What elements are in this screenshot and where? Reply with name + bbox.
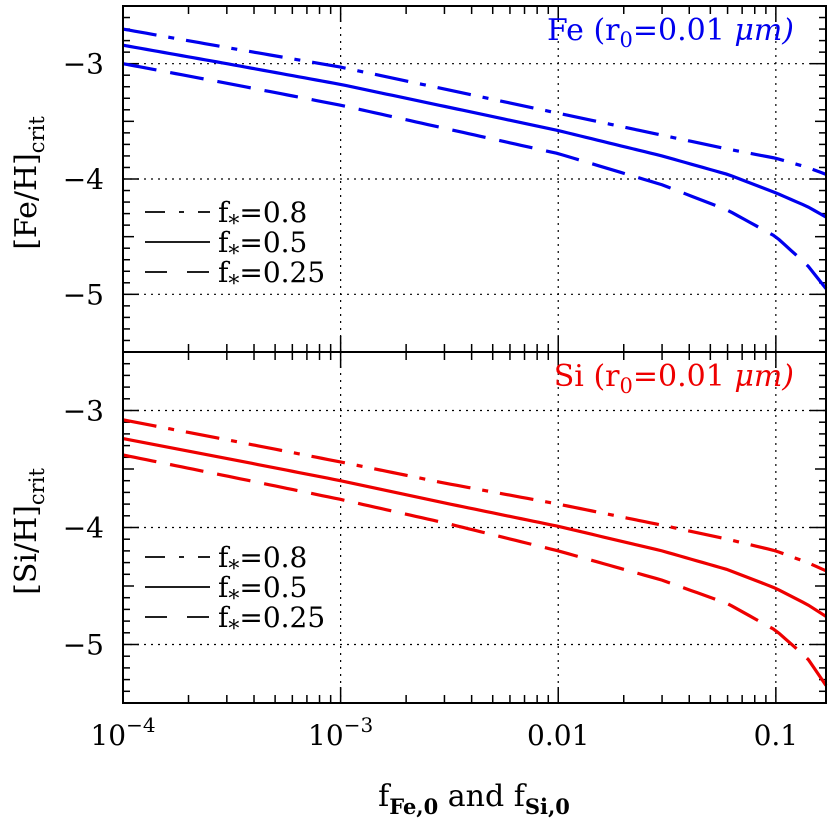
bottom-frame (122, 351, 827, 704)
bottom-ylabel-main: [Si/H] (9, 505, 44, 595)
bottom-legend-sub-1: * (228, 587, 239, 612)
bottom-title-open: (r (593, 359, 620, 394)
top-title: Fe (r0=0.01 μm) (547, 13, 794, 52)
bottom-xtick-label-base-3: 0.1 (754, 719, 799, 752)
bottom-xtick-label-3: 0.1 (754, 719, 799, 752)
top-series-solid (122, 43, 827, 219)
top-legend-label-2: f*=0.25 (218, 256, 325, 297)
bottom-series-solid (122, 437, 827, 618)
xlabel-f1: f (378, 779, 391, 814)
xlabel-sub2: Si,0 (525, 794, 570, 819)
top-ylabel-sub: crit (25, 116, 49, 154)
bottom-legend-rest-2: =0.25 (239, 601, 325, 634)
bottom-legend-f-0: f (218, 541, 231, 574)
top-legend-f-0: f (218, 196, 231, 229)
top-legend-sub-1: * (228, 242, 239, 267)
top-title-open: (r (593, 13, 620, 48)
bottom-title-element: Si (554, 359, 594, 394)
bottom-legend-label-1: f*=0.5 (218, 571, 307, 612)
top-legend-rest-0: =0.8 (239, 196, 307, 229)
top-ylabel: [Fe/H]crit (9, 116, 49, 250)
bottom-xtick-label-0: 10−4 (90, 713, 155, 752)
bottom-legend-sub-0: * (228, 557, 239, 582)
x-axis-label: fFe,0 and fSi,0 (378, 779, 570, 819)
top-legend-rest-1: =0.5 (239, 226, 307, 259)
bottom-title-rest: =0.01 (633, 359, 734, 394)
bottom-legend-sub-2: * (228, 617, 239, 642)
xlabel-f2: f (514, 779, 527, 814)
bottom-legend-label-0: f*=0.8 (218, 541, 307, 582)
bottom-xtick-label-base-0: 10 (90, 719, 126, 752)
top-ytick-label-1: −4 (63, 163, 104, 196)
top-legend-sub-2: * (228, 272, 239, 297)
bottom-xtick-label-base-2: 0.01 (527, 719, 589, 752)
bottom-title: Si (r0=0.01 μm) (554, 359, 794, 398)
bottom-legend-label-2: f*=0.25 (218, 601, 325, 642)
top-ytick-label-2: −5 (63, 278, 104, 311)
bottom-xtick-label-1: 10−3 (308, 713, 373, 752)
bottom-series-dashed (122, 453, 828, 687)
bottom-xtick-label-exp-1: −3 (344, 713, 373, 737)
top-title-rest: =0.01 (633, 13, 734, 48)
top-legend-label-0: f*=0.8 (218, 196, 307, 237)
top-legend-f-2: f (218, 256, 231, 289)
top-title-element: Fe (547, 13, 593, 48)
bottom-legend-f-2: f (218, 601, 231, 634)
top-legend-f-1: f (218, 226, 231, 259)
top-series-dashdot (122, 27, 827, 176)
top-legend-rest-2: =0.25 (239, 256, 325, 289)
top-ylabel-main: [Fe/H] (9, 153, 44, 250)
bottom-title-sub: 0 (619, 374, 632, 398)
bottom-legend-rest-0: =0.8 (239, 541, 307, 574)
top-series-dashed (122, 62, 828, 290)
bottom-ytick-label-2: −5 (63, 629, 104, 662)
top-ytick-label-0: −3 (63, 48, 104, 81)
bottom-series-dashdot (122, 418, 827, 573)
bottom-legend-f-1: f (218, 571, 231, 604)
top-legend-sub-0: * (228, 212, 239, 237)
bottom-xtick-label-2: 0.01 (527, 719, 589, 752)
top-title-sub: 0 (619, 28, 632, 52)
bottom-title-unit: μm) (734, 359, 794, 394)
top-title-unit: μm) (734, 13, 794, 48)
xlabel-and: and (438, 779, 513, 814)
bottom-ylabel-sub: crit (25, 468, 49, 506)
xlabel-sub1: Fe,0 (389, 794, 438, 819)
bottom-ytick-label-0: −3 (63, 395, 104, 428)
top-panel: −3−4−5Fe (r0=0.01 μm)[Fe/H]critf*=0.8f*=… (9, 5, 828, 353)
bottom-panel: −3−4−5Si (r0=0.01 μm)[Si/H]critf*=0.8f*=… (9, 351, 828, 819)
bottom-ytick-label-1: −4 (63, 512, 104, 545)
top-legend-label-1: f*=0.5 (218, 226, 307, 267)
bottom-xtick-label-base-1: 10 (308, 719, 344, 752)
bottom-ylabel: [Si/H]crit (9, 468, 49, 595)
bottom-xtick-label-exp-0: −4 (126, 713, 155, 737)
bottom-legend-rest-1: =0.5 (239, 571, 307, 604)
